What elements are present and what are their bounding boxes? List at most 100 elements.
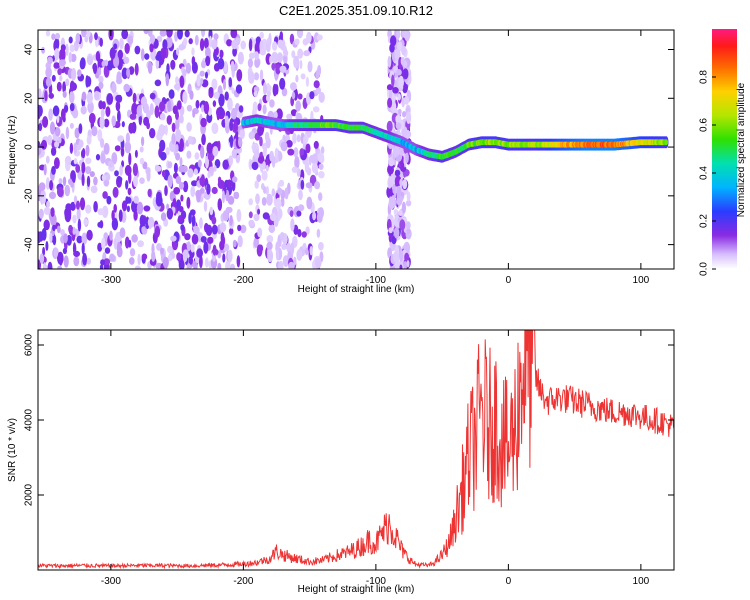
spectrogram-noise-blob bbox=[134, 45, 141, 55]
spectrogram-noise-blob bbox=[256, 244, 263, 257]
spectrogram-noise-blob bbox=[219, 240, 225, 251]
spectrogram-x-tick-label: -100 bbox=[366, 275, 386, 286]
spectrogram-noise-blob bbox=[65, 78, 70, 87]
spectrogram-noise-blob bbox=[45, 77, 52, 87]
spectrogram-noise-blob bbox=[262, 82, 268, 96]
spectrogram-noise-blob bbox=[394, 175, 401, 187]
spectrogram-noise-blob bbox=[406, 191, 411, 202]
spectrogram-noise-blob bbox=[85, 166, 92, 175]
spectrogram-noise-blob bbox=[54, 37, 60, 50]
spectrogram-noise-blob bbox=[119, 164, 123, 176]
spectrogram-y-tick-label: 20 bbox=[24, 92, 35, 104]
spectrogram-noise-blob bbox=[302, 243, 307, 250]
spectrogram-noise-blob bbox=[203, 37, 209, 49]
spectrogram-noise-blob bbox=[132, 92, 137, 104]
spectrogram-noise-blob bbox=[266, 235, 274, 243]
spectrogram-noise-blob bbox=[386, 84, 394, 91]
spectrogram-noise-blob bbox=[115, 100, 121, 112]
spectrogram-noise-blob bbox=[232, 176, 238, 183]
spectrogram-noise-blob bbox=[52, 224, 56, 232]
spectrogram-noise-blob bbox=[224, 115, 229, 127]
spectrogram-noise-blob bbox=[199, 187, 205, 194]
spectrogram-noise-blob bbox=[268, 224, 276, 234]
spectrogram-noise-blob bbox=[109, 230, 113, 241]
colorbar-tick-label: 0.0 bbox=[699, 262, 710, 276]
spectrogram-noise-blob bbox=[38, 146, 42, 156]
spectrogram-noise-blob bbox=[236, 154, 240, 162]
spectrogram-noise-blob bbox=[253, 213, 260, 222]
spectrogram-noise-blob bbox=[283, 49, 289, 57]
spectrogram-noise-blob bbox=[296, 134, 301, 143]
spectrogram-noise-blob bbox=[265, 164, 269, 172]
spectrogram-noise-blob bbox=[43, 163, 47, 176]
spectrogram-noise-blob bbox=[279, 77, 286, 90]
spectrogram-noise-blob bbox=[87, 101, 94, 114]
spectrogram-noise-blob bbox=[57, 251, 64, 265]
spectrogram-x-tick-label: -200 bbox=[233, 275, 253, 286]
spectrogram-noise-blob bbox=[211, 224, 218, 235]
spectrogram-noise-blob bbox=[299, 148, 305, 156]
spectrogram-noise-blob bbox=[262, 104, 267, 115]
spectrogram-noise-blob bbox=[399, 264, 403, 269]
spectrogram-noise-blob bbox=[257, 103, 262, 112]
spectrogram-noise-blob bbox=[137, 253, 141, 266]
spectrogram-noise-blob bbox=[390, 218, 395, 229]
spectrogram-noise-blob bbox=[57, 186, 64, 198]
spectrogram-noise-blob bbox=[299, 59, 303, 70]
spectrogram-noise-blob bbox=[105, 106, 111, 117]
spectrogram-noise-blob bbox=[116, 176, 123, 183]
spectrogram-noise-blob bbox=[271, 41, 278, 51]
spectrogram-noise-blob bbox=[405, 221, 411, 230]
spectrogram-noise-blob bbox=[253, 72, 260, 81]
spectrogram-noise-blob bbox=[253, 236, 259, 248]
spectrogram-noise-blob bbox=[186, 104, 193, 112]
spectrogram-noise-blob bbox=[65, 43, 69, 56]
spectrogram-noise-blob bbox=[47, 56, 53, 65]
spectrogram-noise-blob bbox=[387, 55, 392, 68]
spectrogram-noise-blob bbox=[201, 104, 205, 113]
spectrogram-noise-blob bbox=[76, 235, 83, 244]
spectrogram-noise-blob bbox=[312, 106, 320, 113]
spectrogram-noise-blob bbox=[388, 196, 395, 210]
spectrogram-noise-blob bbox=[303, 50, 311, 57]
spectrogram-noise-blob bbox=[400, 56, 405, 66]
spectrogram-noise-blob bbox=[59, 75, 63, 82]
spectrogram-noise-blob bbox=[51, 74, 56, 82]
spectrogram-noise-blob bbox=[261, 197, 267, 206]
spectrogram-noise-blob bbox=[176, 100, 182, 110]
spectrogram-noise-blob bbox=[278, 208, 283, 219]
spectrogram-noise-blob bbox=[232, 239, 237, 248]
spectrogram-noise-blob bbox=[179, 157, 183, 167]
snr-x-tick-label: 0 bbox=[506, 576, 512, 587]
spectrogram-y-label: Frequency (Hz) bbox=[7, 116, 18, 185]
spectrogram-noise-blob bbox=[309, 91, 315, 100]
spectrogram-noise-blob bbox=[73, 158, 78, 165]
spectrogram-noise-blob bbox=[59, 59, 66, 67]
spectrogram-noise-blob bbox=[53, 62, 61, 69]
spectrogram-noise-blob bbox=[93, 176, 98, 186]
spectrogram-noise-blob bbox=[305, 182, 313, 189]
spectrogram-noise-blob bbox=[54, 32, 61, 40]
snr-x-tick-label: -100 bbox=[366, 576, 386, 587]
spectrogram-noise-blob bbox=[295, 74, 299, 83]
spectrogram-noise-blob bbox=[56, 81, 62, 92]
spectrogram-noise-blob bbox=[297, 204, 305, 212]
spectrogram-noise-blob bbox=[230, 30, 238, 39]
spectrogram-noise-blob bbox=[107, 60, 113, 71]
spectrogram-noise-blob bbox=[175, 128, 182, 142]
spectrogram-noise-blob bbox=[201, 60, 206, 69]
spectrogram-noise-blob bbox=[175, 176, 182, 184]
spectrogram-y-tick-label: -20 bbox=[24, 188, 35, 203]
spectrogram-noise-blob bbox=[43, 264, 48, 269]
spectrogram-noise-blob bbox=[103, 118, 110, 128]
spectrogram-noise-blob bbox=[119, 227, 126, 238]
spectrogram-noise-blob bbox=[386, 120, 393, 133]
spectrogram-ridge-cell bbox=[664, 139, 669, 146]
spectrogram-noise-blob bbox=[164, 185, 168, 197]
spectrogram-noise-blob bbox=[62, 81, 66, 94]
spectrogram-noise-blob bbox=[103, 232, 109, 241]
colorbar-tick-label: 0.2 bbox=[699, 214, 710, 228]
spectrogram-noise-blob bbox=[262, 212, 270, 220]
spectrogram-noise-blob bbox=[236, 69, 243, 82]
spectrogram-noise-blob bbox=[165, 147, 170, 156]
